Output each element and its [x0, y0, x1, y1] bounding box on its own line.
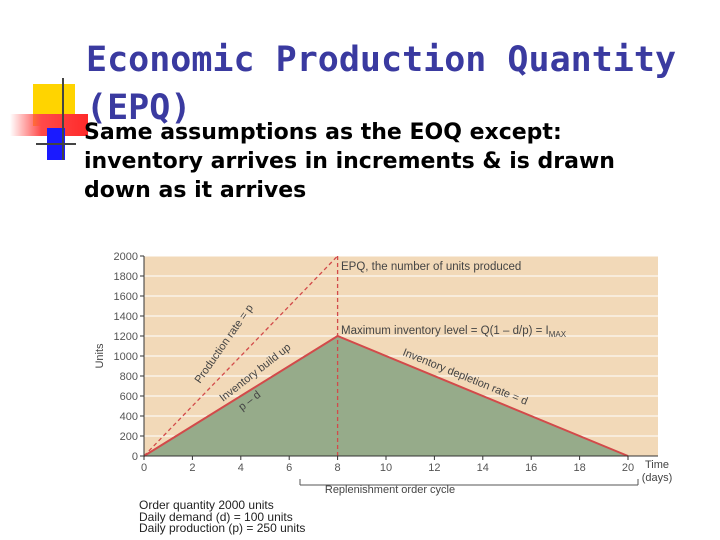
deco-red-bar: [10, 114, 88, 136]
y-tick-label-1600: 1600: [114, 291, 138, 303]
note-daily-demand: Daily demand (d) = 100 units: [139, 509, 293, 524]
y-tick-label-400: 400: [120, 411, 138, 423]
x-tick-label-18: 18: [573, 462, 585, 474]
deco-vertical-line: [62, 78, 64, 160]
x-tick-label-6: 6: [286, 462, 292, 474]
x-tick-label-2: 2: [189, 462, 195, 474]
production-rate-line: [143, 255, 339, 457]
y-tick-label-200: 200: [120, 431, 138, 443]
body-line-3: down as it arrives: [84, 178, 307, 203]
deco-horizontal-line: [36, 143, 76, 145]
annotation-max-sub: MAX: [549, 330, 567, 339]
annotation-max-inventory: Maximum inventory level = Q(1 – d/p) = I…: [341, 325, 567, 339]
slide-body: Same assumptions as the EOQ except: inve…: [84, 118, 704, 205]
y-tick-label-1200: 1200: [114, 331, 138, 343]
x-axis-ticks: 0 2 4 6 8 10 12 14 16 18 20: [141, 456, 634, 474]
x-tick-label-12: 12: [428, 462, 440, 474]
x-tick-label-14: 14: [477, 462, 489, 474]
slide-title: Economic Production Quantity (EPQ): [86, 40, 677, 128]
y-tick-label-1000: 1000: [114, 351, 138, 363]
x-tick-label-8: 8: [335, 462, 341, 474]
y-axis-ticks: 0 200 400 600 800 1000 1200 1400 1600 1800 2000: [114, 251, 144, 463]
y-axis-label: Units: [94, 343, 106, 369]
y-tick-label-0: 0: [132, 451, 138, 463]
body-line-1: Same assumptions as the EOQ except:: [84, 120, 562, 145]
body-line-2: inventory arrives in increments & is dra…: [84, 149, 615, 174]
x-tick-label-10: 10: [380, 462, 392, 474]
note-daily-production: Daily production (p) = 250 units: [139, 521, 306, 535]
note-order-quantity: Order quantity 2000 units: [139, 498, 274, 512]
x-tick-label-0: 0: [141, 462, 147, 474]
x-axis-label-line-2: (days): [642, 472, 673, 484]
y-tick-label-2000: 2000: [114, 251, 138, 263]
annotation-cycle: Replenishment order cycle: [325, 484, 455, 496]
y-tick-label-800: 800: [120, 371, 138, 383]
x-tick-label-16: 16: [525, 462, 537, 474]
epq-chart: 0 200 400 600 800 1000 1200 1400 1600 1800 2000 0 2…: [94, 251, 673, 496]
chart-notes: Order quantity 2000 units Daily demand (…: [139, 498, 306, 535]
y-tick-label-1800: 1800: [114, 271, 138, 283]
y-tick-label-1400: 1400: [114, 311, 138, 323]
x-axis-label-line-1: Time: [645, 459, 669, 471]
x-tick-label-20: 20: [622, 462, 634, 474]
y-tick-label-600: 600: [120, 391, 138, 403]
inventory-area: [144, 336, 628, 456]
annotation-epq: EPQ, the number of units produced: [341, 261, 521, 273]
x-tick-label-4: 4: [238, 462, 244, 474]
